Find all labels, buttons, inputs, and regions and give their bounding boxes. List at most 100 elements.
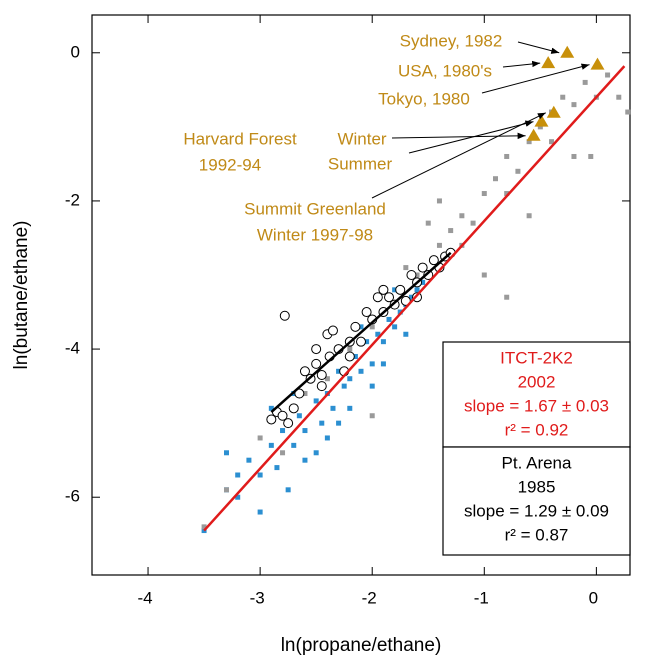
point [285,487,291,493]
point [369,324,375,330]
triangle-point [560,45,575,58]
point [428,255,439,266]
point [313,398,319,404]
y-tick-label: -6 [65,487,80,506]
annotation: 1992-94 [199,155,261,174]
annotation: USA, 1980's [398,61,492,80]
point [344,351,355,362]
point [364,339,370,345]
point [616,94,622,100]
point [403,331,409,337]
plot-frame [91,14,631,576]
point [436,198,442,204]
triangle-point [534,114,549,127]
triangle-point [546,105,561,118]
annotation: Sydney, 1982 [400,31,503,50]
point [392,324,398,330]
stats-text: 1985 [518,477,556,496]
point [493,176,498,182]
point [386,316,392,322]
x-tick-label: -1 [474,588,489,607]
point [526,213,532,219]
point [336,420,342,426]
point [504,191,510,197]
point [378,284,389,295]
annotation: Tokyo, 1980 [378,89,470,108]
point [201,524,207,530]
point [302,428,308,434]
point [347,376,353,382]
point [406,270,417,280]
point [361,307,372,318]
point [625,109,631,115]
point [417,262,428,273]
point [356,336,366,347]
point [324,376,330,382]
point [372,292,383,303]
point [369,383,375,389]
point [414,287,420,293]
point [571,153,577,159]
point [330,405,336,411]
annotation-arrow [391,132,526,140]
point [380,361,386,367]
annotation: Harvard Forest [183,129,297,148]
annotation: Winter [337,129,386,148]
point [403,265,409,271]
y-tick-label: -4 [65,339,80,358]
annotation: Summit Greenland [244,199,386,218]
triangle-point [526,128,541,141]
stats-box [442,446,631,556]
point [347,346,353,352]
y-axis-label: ln(butane/ethane) [11,221,32,370]
point [336,368,342,374]
stats-text: ITCT-2K2 [500,348,573,367]
point [277,410,288,421]
point [268,405,274,411]
point [235,472,241,478]
point [408,294,414,300]
point [350,321,361,332]
point [347,405,353,411]
point [266,414,277,425]
point [319,420,325,426]
point [341,383,347,389]
point [268,442,274,448]
stats-text: slope = 1.67 ± 0.03 [464,396,609,415]
point [515,168,521,174]
point [537,124,543,130]
point [369,413,375,419]
point [582,79,588,85]
point [291,442,297,448]
fit-line [203,65,626,532]
point [302,391,308,397]
annotation-arrow [371,112,547,199]
point [448,228,454,234]
point [526,139,532,145]
point [246,457,252,463]
stats-text: 2002 [518,372,556,391]
stats-text: Pt. Arena [502,453,572,472]
point [384,292,395,303]
point [274,465,280,471]
point [288,403,299,414]
x-tick-label: -2 [362,588,377,607]
point [504,294,510,300]
point [425,220,431,226]
point [311,358,322,369]
point [316,381,327,392]
x-tick-label: -4 [137,588,152,607]
y-tick-label: -2 [65,190,80,209]
point [352,353,358,359]
x-tick-label: -3 [250,588,265,607]
point [459,213,465,219]
point [369,361,375,367]
annotation: Summer [328,154,393,173]
point [389,299,400,310]
point [605,72,611,78]
point [235,494,241,500]
point [395,284,406,295]
point [311,344,322,355]
point [420,279,426,285]
